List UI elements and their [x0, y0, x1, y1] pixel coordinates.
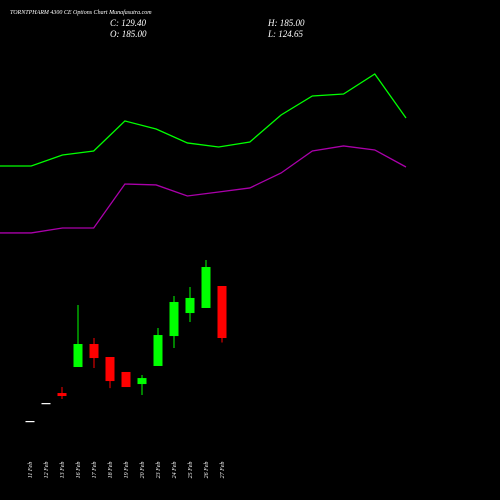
candle-body — [105, 357, 115, 382]
open-stat: O: 185.00 — [110, 29, 147, 39]
chart-title: TORNTPHARM 4300 CE Options Chart Munafas… — [10, 9, 152, 16]
x-tick-label: 12 Feb — [44, 462, 50, 479]
candle-body — [121, 371, 131, 388]
x-tick-label: 27 Feb — [220, 462, 226, 479]
x-tick-label: 23 Feb — [156, 462, 162, 479]
x-tick-label: 11 Feb — [28, 462, 34, 478]
candle-body — [89, 344, 99, 359]
indicator-line — [0, 145, 407, 234]
candle-body — [73, 344, 83, 368]
candle-body — [137, 378, 147, 385]
x-tick-label: 19 Feb — [124, 462, 130, 479]
candle-body — [25, 421, 35, 423]
x-tick-label: 24 Feb — [171, 462, 178, 479]
high-stat: H: 185.00 — [267, 18, 305, 28]
x-tick-label: 25 Feb — [188, 462, 194, 479]
candle-body — [57, 393, 67, 397]
x-tick-label: 17 Feb — [92, 462, 98, 479]
indicator-line — [0, 73, 407, 167]
candle-body — [169, 301, 179, 337]
x-tick-label: 18 Feb — [108, 462, 114, 479]
candle-body — [217, 285, 227, 339]
x-tick-label: 13 Feb — [60, 462, 66, 479]
candle-body — [185, 297, 195, 314]
x-tick-label: 26 Feb — [204, 462, 210, 479]
x-tick-label: 20 Feb — [140, 462, 146, 479]
close-stat: C: 129.40 — [110, 18, 147, 28]
candle-body — [201, 267, 211, 308]
candle-body — [41, 403, 51, 405]
x-tick-label: 16 Feb — [76, 462, 82, 479]
candle-body — [153, 335, 163, 366]
low-stat: L: 124.65 — [267, 29, 304, 39]
